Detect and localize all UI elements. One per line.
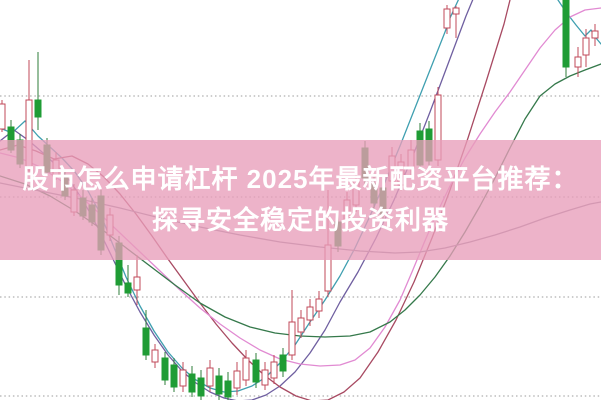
title-banner: 股市怎么申请杠杆 2025年最新配资平台推荐： 探寻安全稳定的投资利器 xyxy=(0,140,601,260)
banner-title-line1: 股市怎么申请杠杆 2025年最新配资平台推荐： xyxy=(22,164,579,194)
banner-title-line2: 探寻安全稳定的投资利器 xyxy=(151,205,449,235)
